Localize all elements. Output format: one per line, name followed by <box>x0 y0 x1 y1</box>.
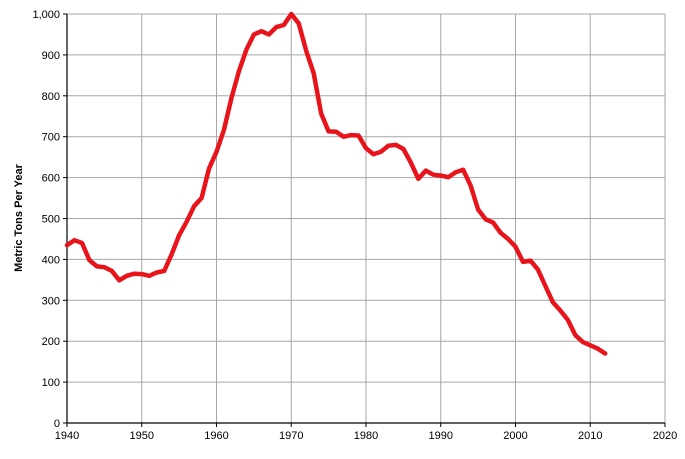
x-tick-label: 1990 <box>429 430 453 442</box>
x-tick-label: 1980 <box>354 430 378 442</box>
y-tick-label: 100 <box>42 377 60 389</box>
series-group <box>64 11 608 356</box>
y-tick-label: 200 <box>42 336 60 348</box>
y-tick-label: 1,000 <box>32 9 60 21</box>
x-tick-label: 2000 <box>503 430 527 442</box>
y-tick-label: 700 <box>42 132 60 144</box>
x-tick-label: 1950 <box>130 430 154 442</box>
x-tick-label: 1970 <box>279 430 303 442</box>
y-tick-label: 600 <box>42 173 60 185</box>
y-tick-label: 900 <box>42 50 60 62</box>
y-tick-label: 300 <box>42 295 60 307</box>
y-tick-label: 0 <box>54 418 60 430</box>
x-tick-label: 1960 <box>204 430 228 442</box>
x-tick-label: 2010 <box>578 430 602 442</box>
x-axis-ticks: 1940 1950 1960 1970 1980 1990 2000 2010 2020 <box>55 423 677 442</box>
x-tick-label: 1940 <box>55 430 79 442</box>
y-axis-title: Metric Tons Per Year <box>13 163 25 272</box>
x-tick-label: 2020 <box>653 430 677 442</box>
series-line <box>64 11 608 356</box>
chart-grid <box>66 13 666 424</box>
y-tick-label: 400 <box>42 254 60 266</box>
y-axis-ticks: 0 100 200 300 400 500 600 700 800 900 1,000 <box>32 9 67 430</box>
y-tick-label: 800 <box>42 91 60 103</box>
y-tick-label: 500 <box>42 214 60 226</box>
